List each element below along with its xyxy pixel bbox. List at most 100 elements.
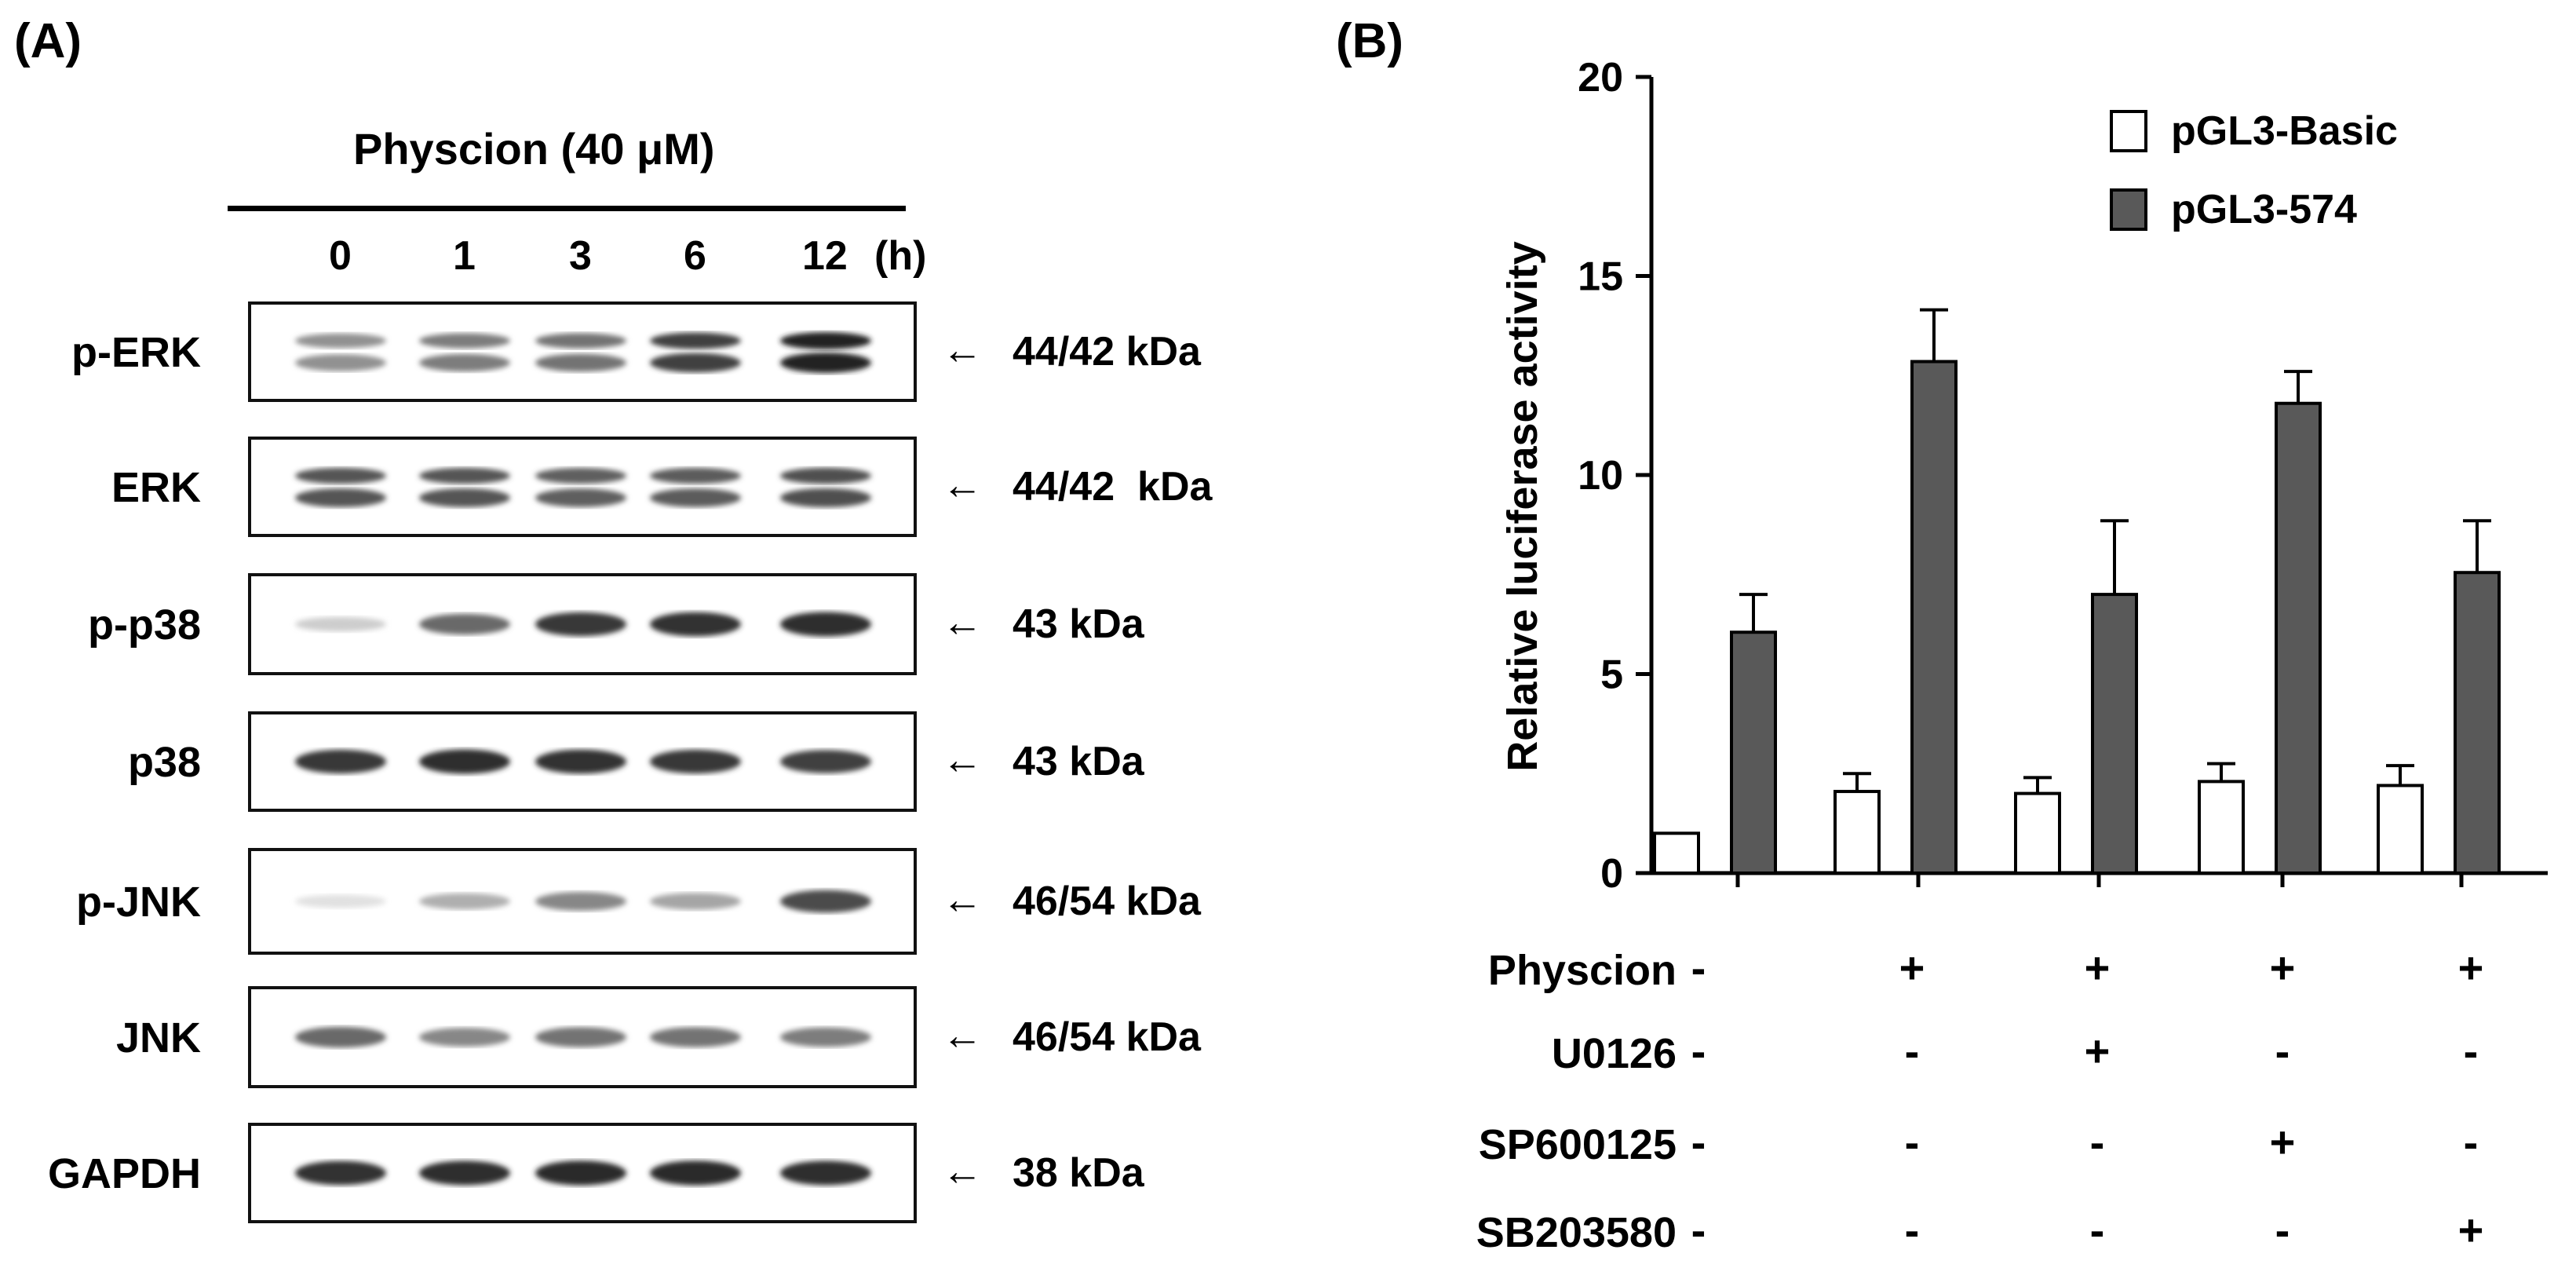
blot-band (650, 467, 741, 484)
blot-label: p-p38 (87, 601, 201, 649)
blot-label: JNK (115, 1014, 201, 1062)
molecular-weight-label: 43 kDa (1013, 739, 1144, 784)
time-unit-label: (h) (874, 233, 927, 279)
blot-band (780, 1160, 871, 1186)
y-tick-label: 15 (1578, 254, 1623, 300)
bar-pgl3-basic (1833, 790, 1881, 875)
condition-sign: - (1905, 1026, 1920, 1076)
blot-membrane (248, 1123, 917, 1223)
condition-sign: + (2458, 1205, 2484, 1255)
condition-sign: - (1691, 1205, 1706, 1255)
arrow-left-icon: ← (942, 462, 983, 508)
blot-label: ERK (111, 464, 201, 511)
time-point-label: 0 (329, 233, 352, 279)
blot-band (535, 488, 626, 507)
blot-membrane (248, 437, 917, 537)
blot-band (535, 333, 626, 349)
time-point-label: 3 (569, 233, 592, 279)
condition-sign: - (1691, 1026, 1706, 1076)
bar-pgl3-basic (2377, 784, 2424, 875)
blot-band (419, 1160, 510, 1186)
blot-band (780, 890, 871, 913)
blot-label: p38 (127, 739, 201, 786)
y-tick-label: 5 (1600, 652, 1623, 698)
bar-pgl3-basic (1653, 831, 1700, 875)
time-point-label: 12 (802, 233, 848, 279)
blot-label: p-JNK (76, 879, 201, 926)
blot-membrane (248, 573, 917, 675)
bar-pgl3-basic (2014, 791, 2061, 875)
condition-sign: - (2090, 1117, 2105, 1167)
blot-band (419, 353, 510, 372)
condition-label: SP600125 (1479, 1121, 1677, 1168)
blot-membrane (248, 301, 917, 402)
blot-band (419, 613, 510, 635)
blot-band (419, 488, 510, 507)
blot-band (295, 354, 386, 371)
panel-b-letter: (B) (1336, 14, 1404, 68)
blot-band (295, 894, 386, 908)
blot-band (780, 488, 871, 508)
condition-sign: - (2464, 1026, 2479, 1076)
y-tick-label: 20 (1578, 55, 1623, 100)
blot-membrane (248, 711, 917, 812)
condition-sign: + (2270, 1117, 2296, 1167)
condition-sign: - (2090, 1205, 2105, 1255)
blot-label: p-ERK (71, 329, 201, 376)
blot-band (535, 353, 626, 372)
blot-band (780, 1027, 871, 1047)
molecular-weight-label: 38 kDa (1013, 1150, 1144, 1196)
treatment-label: Physcion (40 μM) (353, 124, 715, 174)
molecular-weight-label: 44/42 kDa (1013, 329, 1201, 375)
condition-sign: - (2275, 1205, 2290, 1255)
blot-bands (295, 612, 871, 637)
blot-band (419, 1028, 510, 1047)
time-point-label: 1 (453, 233, 476, 279)
blot-band (650, 893, 741, 910)
blot-membrane (248, 986, 917, 1088)
time-point-label: 6 (684, 233, 706, 279)
condition-sign: - (2275, 1026, 2290, 1076)
blot-band (535, 612, 626, 637)
blot-band (295, 1026, 386, 1048)
blot-band (419, 467, 510, 484)
condition-sign: - (2464, 1117, 2479, 1167)
condition-sign: - (1905, 1205, 1920, 1255)
condition-sign: + (2270, 943, 2296, 992)
legend-swatch (2110, 188, 2147, 231)
legend-label: pGL3-Basic (2171, 108, 2398, 154)
blot-band (295, 616, 386, 632)
bar-pgl3-574 (1730, 630, 1777, 875)
blot-bands (295, 890, 871, 913)
blot-band (650, 488, 741, 507)
condition-sign: + (2458, 943, 2484, 992)
blot-band (295, 467, 386, 484)
blot-band (419, 893, 510, 910)
molecular-weight-label: 44/42 kDa (1013, 464, 1213, 510)
condition-label: Physcion (1488, 947, 1677, 994)
blot-membrane (248, 848, 917, 955)
blot-label: GAPDH (47, 1150, 201, 1197)
blot-band (535, 1027, 626, 1047)
blot-band (650, 332, 741, 349)
blot-band (780, 353, 871, 373)
blot-bands (295, 749, 871, 774)
molecular-weight-label: 46/54 kDa (1013, 1014, 1201, 1060)
molecular-weight-label: 46/54 kDa (1013, 879, 1201, 924)
treatment-line (228, 206, 906, 211)
y-tick-label: 10 (1578, 453, 1623, 499)
arrow-left-icon: ← (942, 327, 983, 373)
arrow-left-icon: ← (942, 877, 983, 923)
condition-sign: - (1691, 1117, 1706, 1167)
bar-pgl3-574 (2091, 593, 2138, 875)
blot-band (650, 749, 741, 774)
bar-pgl3-574 (2454, 571, 2501, 875)
blot-band (780, 612, 871, 637)
blot-band (535, 892, 626, 911)
legend-label: pGL3-574 (2171, 187, 2357, 232)
arrow-left-icon: ← (942, 1013, 983, 1058)
blot-band (650, 1027, 741, 1047)
condition-sign: - (1905, 1117, 1920, 1167)
blot-bands (295, 1160, 871, 1186)
